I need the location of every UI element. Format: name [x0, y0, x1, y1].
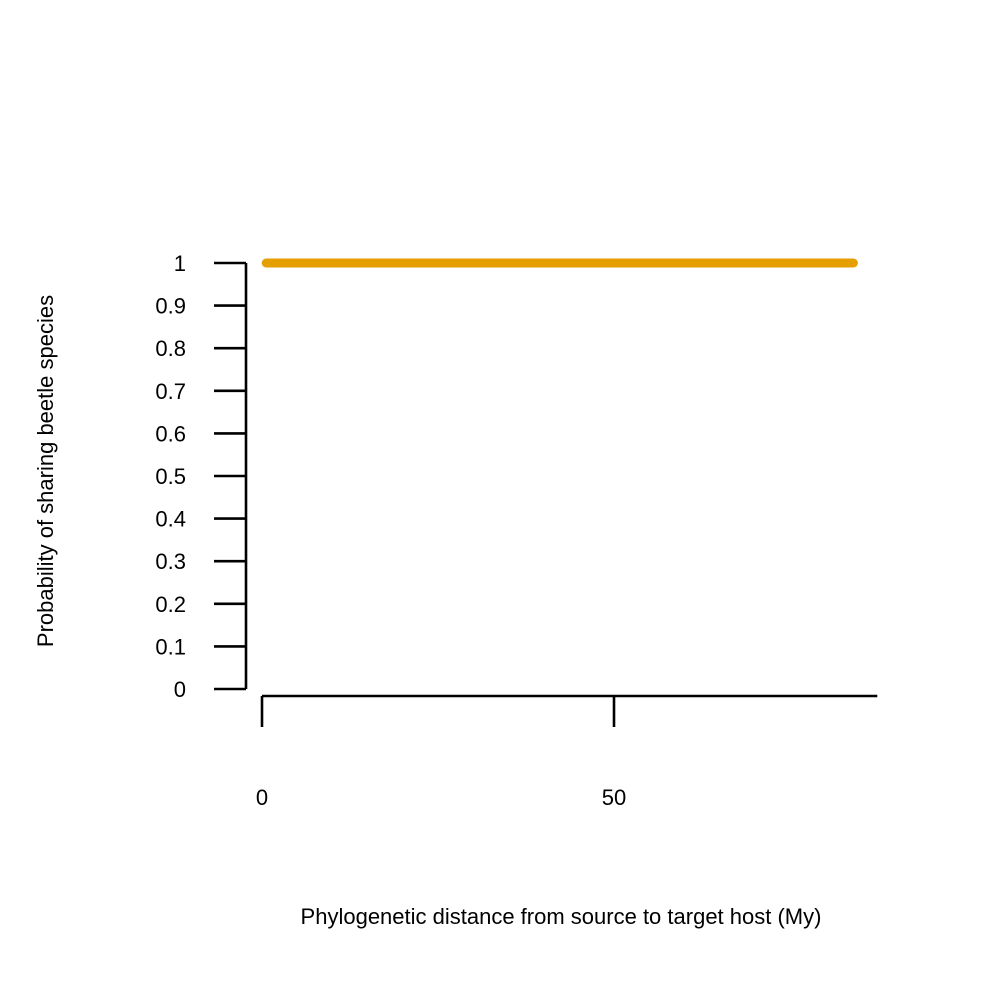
y-axis: 0 0.1 0.2 0.3 0.4 0.5 0.6 0.7 0.8 0.9 1 — [155, 251, 248, 702]
x-tick-label: 50 — [602, 785, 626, 810]
y-tick-label: 0.8 — [155, 336, 186, 361]
y-tick-label: 0.4 — [155, 507, 186, 532]
y-tick-label: 0.6 — [155, 421, 186, 446]
y-tick-label: 0.2 — [155, 592, 186, 617]
y-tick-label: 1 — [174, 251, 186, 276]
x-axis-title: Phylogenetic distance from source to tar… — [301, 904, 822, 929]
y-tick-label: 0.3 — [155, 549, 186, 574]
y-tick-label: 0.9 — [155, 294, 186, 319]
y-tick-label: 0.5 — [155, 464, 186, 489]
x-axis: 0 50 — [256, 694, 878, 810]
y-axis-title: Probability of sharing beetle species — [33, 295, 58, 647]
y-tick-label: 0.7 — [155, 379, 186, 404]
x-tick-label: 0 — [256, 785, 268, 810]
y-tick-label: 0.1 — [155, 634, 186, 659]
y-tick-label: 0 — [174, 677, 186, 702]
